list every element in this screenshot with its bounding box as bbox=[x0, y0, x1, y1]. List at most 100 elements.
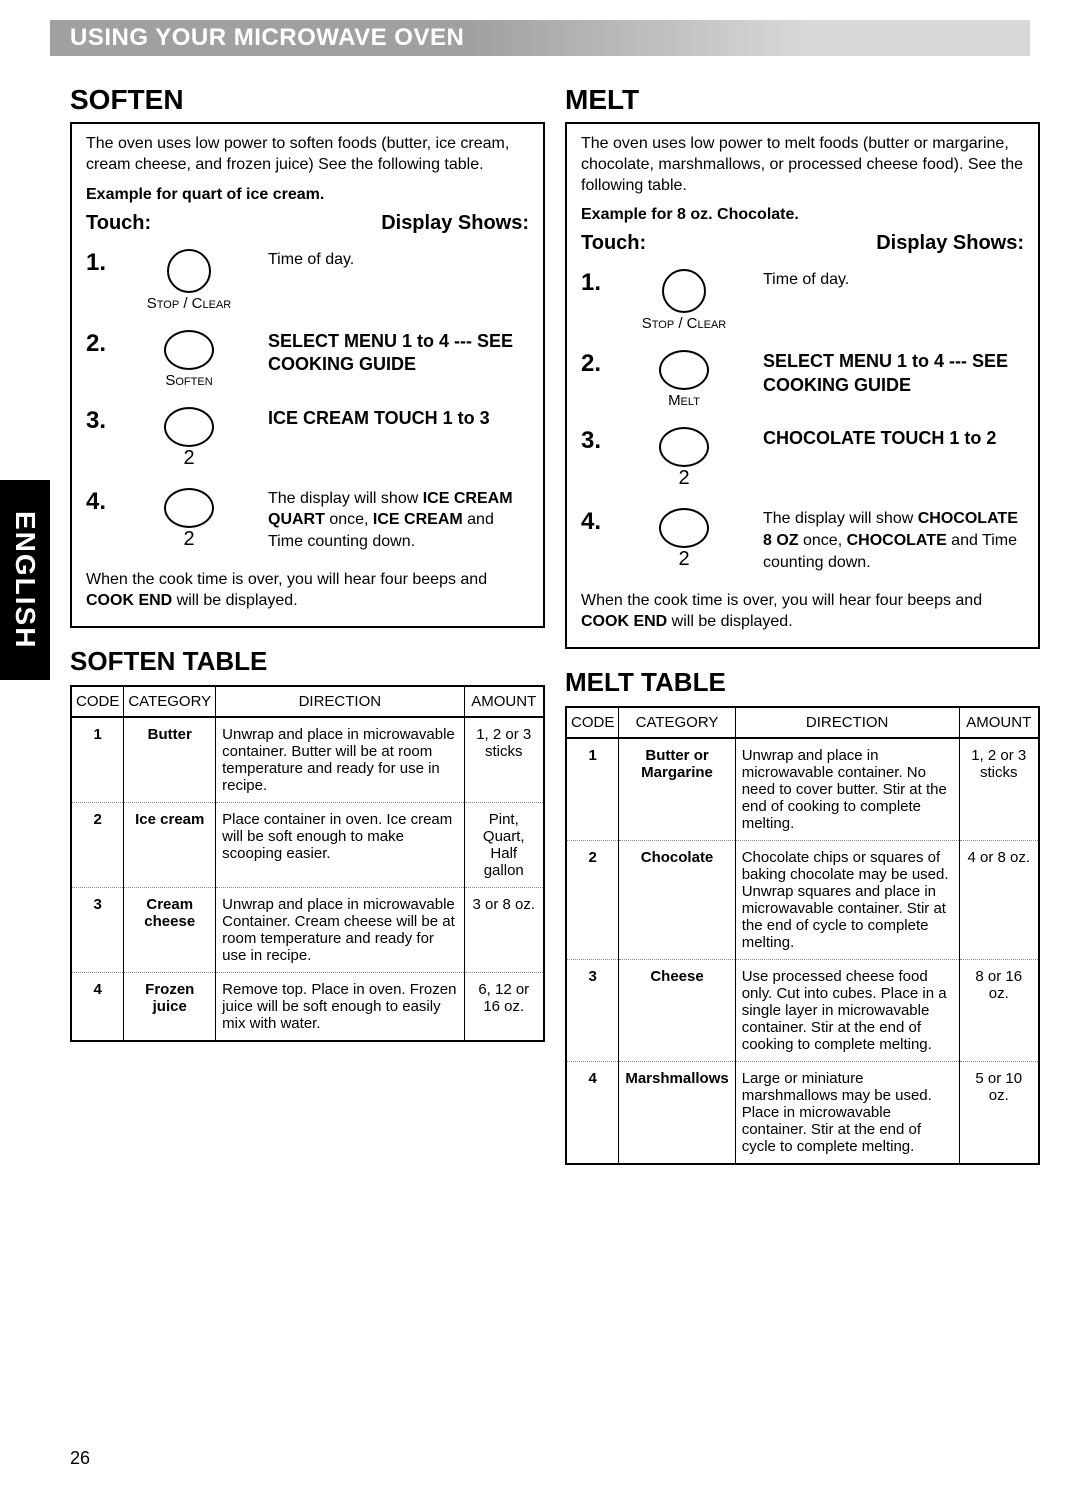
melt-step-headers: Touch: Display Shows: bbox=[581, 232, 1024, 255]
direction-cell: Unwrap and place in microwavable contain… bbox=[216, 717, 464, 803]
table-header-cell: DIRECTION bbox=[216, 686, 464, 717]
table-row: 4MarshmallowsLarge or miniature marshmal… bbox=[566, 1061, 1039, 1164]
table-row: 3CheeseUse processed cheese food only. C… bbox=[566, 959, 1039, 1061]
amount-cell: 1, 2 or 3 sticks bbox=[464, 717, 544, 803]
button-label: Stop / Clear bbox=[147, 295, 232, 312]
display-text: The display will show ICE CREAM QUART on… bbox=[268, 488, 529, 553]
soften-title: SOFTEN bbox=[70, 84, 545, 116]
melt-steps: 1.Stop / ClearTime of day.2.MeltSELECT M… bbox=[581, 269, 1024, 573]
direction-cell: Remove top. Place in oven. Frozen juice … bbox=[216, 972, 464, 1041]
button-column: 2 bbox=[124, 407, 254, 470]
table-header-cell: DIRECTION bbox=[735, 707, 959, 738]
amount-cell: 4 or 8 oz. bbox=[959, 840, 1039, 959]
button-icon bbox=[659, 350, 709, 390]
amount-cell: 6, 12 or 16 oz. bbox=[464, 972, 544, 1041]
soften-intro: The oven uses low power to soften foods … bbox=[86, 134, 529, 176]
melt-panel: The oven uses low power to melt foods (b… bbox=[565, 122, 1040, 649]
button-icon bbox=[662, 269, 706, 313]
table-row: 2Ice creamPlace container in oven. Ice c… bbox=[71, 802, 544, 887]
step-row: 4.2The display will show CHOCOLATE 8 OZ … bbox=[581, 508, 1024, 573]
button-column: 2 bbox=[619, 508, 749, 571]
melt-table: CODECATEGORYDIRECTIONAMOUNT1Butter or Ma… bbox=[565, 706, 1040, 1165]
table-header-cell: AMOUNT bbox=[464, 686, 544, 717]
button-label: Stop / Clear bbox=[642, 315, 727, 332]
direction-cell: Unwrap and place in microwavable contain… bbox=[735, 738, 959, 841]
language-label: ENGLISH bbox=[9, 511, 41, 649]
touch-header: Touch: bbox=[86, 212, 151, 235]
table-row: 1ButterUnwrap and place in microwavable … bbox=[71, 717, 544, 803]
button-column: Stop / Clear bbox=[619, 269, 749, 332]
button-icon bbox=[164, 407, 214, 447]
button-label: Soften bbox=[165, 372, 212, 389]
soften-panel: The oven uses low power to soften foods … bbox=[70, 122, 545, 628]
table-header-cell: CATEGORY bbox=[619, 707, 735, 738]
step-number: 1. bbox=[581, 269, 605, 297]
soften-table: CODECATEGORYDIRECTIONAMOUNT1ButterUnwrap… bbox=[70, 685, 545, 1042]
category-cell: Butter or Margarine bbox=[619, 738, 735, 841]
button-column: Soften bbox=[124, 330, 254, 389]
language-tab: ENGLISH bbox=[0, 480, 50, 680]
step-number: 4. bbox=[86, 488, 110, 516]
table-row: 2ChocolateChocolate chips or squares of … bbox=[566, 840, 1039, 959]
table-header-cell: CATEGORY bbox=[124, 686, 216, 717]
button-icon bbox=[659, 508, 709, 548]
display-text: ICE CREAM TOUCH 1 to 3 bbox=[268, 407, 529, 431]
category-cell: Frozen juice bbox=[124, 972, 216, 1041]
button-column: Stop / Clear bbox=[124, 249, 254, 312]
code-cell: 2 bbox=[71, 802, 124, 887]
button-label: Melt bbox=[668, 392, 700, 409]
display-text: CHOCOLATE TOUCH 1 to 2 bbox=[763, 427, 1024, 451]
code-cell: 4 bbox=[71, 972, 124, 1041]
button-column: Melt bbox=[619, 350, 749, 409]
step-row: 1.Stop / ClearTime of day. bbox=[86, 249, 529, 312]
main-content: SOFTEN The oven uses low power to soften… bbox=[0, 64, 1080, 1165]
display-text: The display will show CHOCOLATE 8 OZ onc… bbox=[763, 508, 1024, 573]
button-sublabel: 2 bbox=[183, 447, 194, 470]
table-header-cell: CODE bbox=[566, 707, 619, 738]
direction-cell: Use processed cheese food only. Cut into… bbox=[735, 959, 959, 1061]
step-number: 2. bbox=[581, 350, 605, 378]
touch-header: Touch: bbox=[581, 232, 646, 255]
display-text: Time of day. bbox=[268, 249, 529, 271]
category-cell: Ice cream bbox=[124, 802, 216, 887]
button-sublabel: 2 bbox=[678, 467, 689, 490]
melt-intro: The oven uses low power to melt foods (b… bbox=[581, 134, 1024, 196]
soften-steps: 1.Stop / ClearTime of day.2.SoftenSELECT… bbox=[86, 249, 529, 553]
table-row: 4Frozen juiceRemove top. Place in oven. … bbox=[71, 972, 544, 1041]
step-row: 3.2CHOCOLATE TOUCH 1 to 2 bbox=[581, 427, 1024, 490]
left-column: SOFTEN The oven uses low power to soften… bbox=[70, 84, 545, 1165]
code-cell: 4 bbox=[566, 1061, 619, 1164]
step-row: 3. 2 ICE CREAM TOUCH 1 to 3 bbox=[86, 407, 529, 470]
direction-cell: Unwrap and place in microwavable Contain… bbox=[216, 887, 464, 972]
display-text: SELECT MENU 1 to 4 --- SEE COOKING GUIDE bbox=[268, 330, 529, 377]
header-gradient bbox=[470, 20, 1030, 56]
button-sublabel: 2 bbox=[678, 548, 689, 571]
amount-cell: 5 or 10 oz. bbox=[959, 1061, 1039, 1164]
category-cell: Cheese bbox=[619, 959, 735, 1061]
code-cell: 1 bbox=[566, 738, 619, 841]
header-title: USING YOUR MICROWAVE OVEN bbox=[50, 24, 464, 52]
melt-title: MELT bbox=[565, 84, 1040, 116]
step-number: 3. bbox=[86, 407, 110, 435]
right-column: MELT The oven uses low power to melt foo… bbox=[565, 84, 1040, 1165]
melt-table-title: MELT TABLE bbox=[565, 667, 1040, 698]
category-cell: Butter bbox=[124, 717, 216, 803]
soften-table-title: SOFTEN TABLE bbox=[70, 646, 545, 677]
button-column: 2 bbox=[124, 488, 254, 551]
display-header: Display Shows: bbox=[876, 232, 1024, 255]
soften-example: Example for quart of ice cream. bbox=[86, 186, 529, 204]
melt-example: Example for 8 oz. Chocolate. bbox=[581, 206, 1024, 224]
section-header: USING YOUR MICROWAVE OVEN bbox=[50, 20, 1030, 56]
code-cell: 2 bbox=[566, 840, 619, 959]
step-row: 4. 2The display will show ICE CREAM QUART… bbox=[86, 488, 529, 553]
display-text: Time of day. bbox=[763, 269, 1024, 291]
amount-cell: Pint, Quart, Half gallon bbox=[464, 802, 544, 887]
direction-cell: Large or miniature marshmallows may be u… bbox=[735, 1061, 959, 1164]
soften-step-headers: Touch: Display Shows: bbox=[86, 212, 529, 235]
button-column: 2 bbox=[619, 427, 749, 490]
soften-footer: When the cook time is over, you will hea… bbox=[86, 570, 529, 612]
direction-cell: Place container in oven. Ice cream will … bbox=[216, 802, 464, 887]
category-cell: Cream cheese bbox=[124, 887, 216, 972]
table-row: 3Cream cheeseUnwrap and place in microwa… bbox=[71, 887, 544, 972]
button-icon bbox=[659, 427, 709, 467]
